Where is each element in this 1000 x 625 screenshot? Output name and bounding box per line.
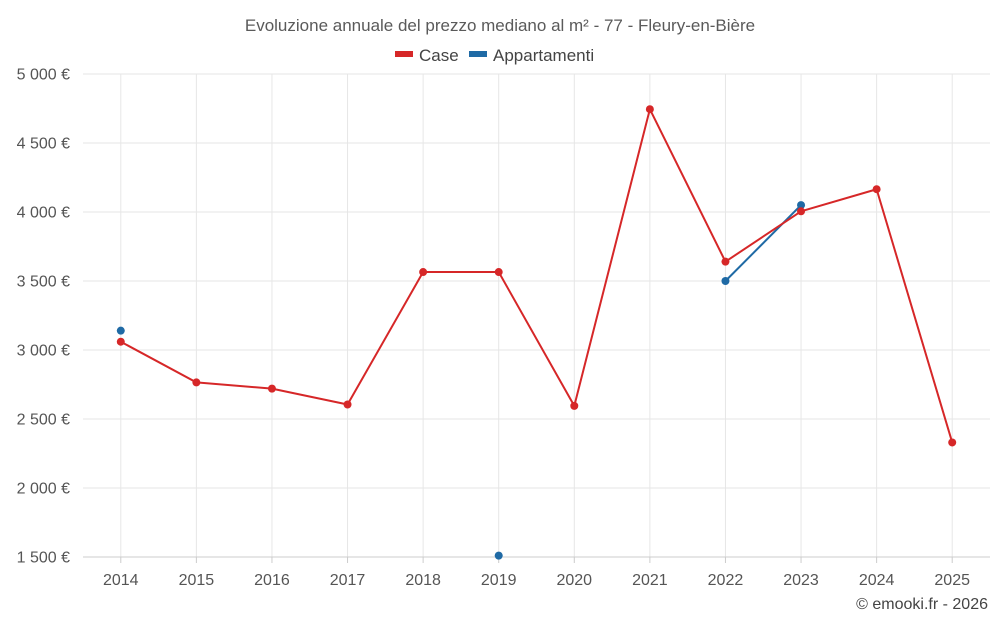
legend-label-appartamenti: Appartamenti bbox=[493, 46, 594, 65]
series-case bbox=[116, 105, 957, 447]
x-tick-label: 2025 bbox=[934, 572, 970, 589]
data-point-case[interactable] bbox=[948, 438, 957, 447]
data-point-appartamenti[interactable] bbox=[116, 326, 125, 335]
data-point-case[interactable] bbox=[267, 384, 276, 393]
data-point-appartamenti[interactable] bbox=[494, 551, 503, 560]
series-line-case bbox=[120, 108, 954, 443]
x-tick-label: 2016 bbox=[254, 572, 290, 589]
legend-item-appartamenti[interactable]: Appartamenti bbox=[469, 46, 594, 65]
x-tick-label: 2017 bbox=[330, 572, 366, 589]
data-point-case[interactable] bbox=[872, 185, 881, 194]
x-tick-label: 2014 bbox=[103, 572, 139, 589]
x-tick-label: 2022 bbox=[708, 572, 744, 589]
data-point-case[interactable] bbox=[192, 378, 201, 387]
y-tick-label: 3 500 € bbox=[17, 274, 70, 291]
data-point-case[interactable] bbox=[797, 207, 806, 216]
y-tick-label: 2 000 € bbox=[17, 481, 70, 498]
y-tick-label: 2 500 € bbox=[17, 412, 70, 429]
y-axis: 1 500 € 2 000 € 2 500 € 3 000 € 3 500 € 4 000… bbox=[17, 67, 70, 567]
legend-item-case[interactable]: Case bbox=[395, 46, 459, 65]
grid bbox=[83, 73, 990, 558]
data-point-case[interactable] bbox=[419, 268, 428, 277]
series-appartamenti bbox=[116, 201, 806, 560]
y-tick-label: 3 000 € bbox=[17, 343, 70, 360]
x-tick-label: 2019 bbox=[481, 572, 517, 589]
x-tick-label: 2020 bbox=[556, 572, 592, 589]
y-tick-label: 4 000 € bbox=[17, 205, 70, 222]
data-point-appartamenti[interactable] bbox=[721, 277, 730, 285]
data-point-case[interactable] bbox=[343, 400, 352, 409]
legend-label-case: Case bbox=[419, 46, 459, 65]
data-point-case[interactable] bbox=[721, 257, 730, 266]
y-tick-label: 4 500 € bbox=[17, 136, 70, 153]
data-point-case[interactable] bbox=[494, 268, 503, 277]
chart-title: Evoluzione annuale del prezzo mediano al… bbox=[245, 16, 755, 35]
data-point-case[interactable] bbox=[570, 401, 579, 410]
data-point-case[interactable] bbox=[645, 105, 654, 114]
x-tick-label: 2024 bbox=[859, 572, 895, 589]
x-tick-label: 2015 bbox=[179, 572, 215, 589]
data-point-case[interactable] bbox=[116, 337, 125, 346]
x-tick-label: 2023 bbox=[783, 572, 819, 589]
data-point-appartamenti[interactable] bbox=[797, 201, 806, 210]
y-tick-label: 1 500 € bbox=[17, 550, 70, 567]
legend-swatch-appartamenti bbox=[469, 51, 487, 57]
x-axis: 2014 2015 2016 2017 2018 2019 2020 2021 2022 2023… bbox=[83, 556, 990, 589]
legend: Case Appartamenti bbox=[395, 46, 594, 65]
legend-swatch-case bbox=[395, 51, 413, 57]
x-tick-label: 2018 bbox=[405, 572, 441, 589]
credit-text: © emooki.fr - 2026 bbox=[856, 596, 988, 613]
series-line-appartamenti bbox=[724, 204, 802, 282]
x-tick-label: 2021 bbox=[632, 572, 668, 589]
series bbox=[116, 105, 957, 560]
y-tick-label: 5 000 € bbox=[17, 67, 70, 84]
